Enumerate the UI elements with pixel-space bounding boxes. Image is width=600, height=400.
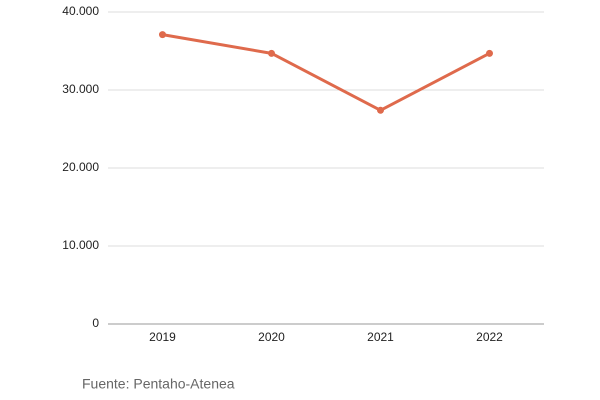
y-tick-label: 10.000 <box>62 238 99 252</box>
x-tick-label: 2022 <box>476 330 503 344</box>
x-tick-label: 2019 <box>149 330 176 344</box>
y-tick-label: 20.000 <box>62 160 99 174</box>
source-note: Fuente: Pentaho-Atenea <box>82 376 235 392</box>
x-tick-label: 2021 <box>367 330 394 344</box>
point <box>268 49 275 57</box>
point <box>377 106 384 114</box>
y-tick-label: 0 <box>92 316 99 330</box>
point <box>486 49 493 57</box>
point <box>159 31 166 39</box>
line <box>162 33 491 112</box>
y-tick-label: 30.000 <box>62 82 99 96</box>
y-tick-label: 40.000 <box>62 4 99 18</box>
x-tick-label: 2020 <box>258 330 285 344</box>
